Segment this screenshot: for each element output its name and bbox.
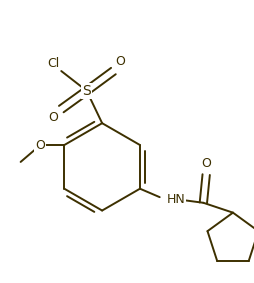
Text: Cl: Cl bbox=[47, 57, 60, 70]
Text: O: O bbox=[114, 55, 124, 68]
Text: O: O bbox=[49, 110, 58, 123]
Text: methoxy: methoxy bbox=[13, 163, 19, 165]
Text: O: O bbox=[35, 138, 45, 151]
Text: O: O bbox=[200, 157, 210, 170]
Text: S: S bbox=[82, 84, 91, 98]
Text: HN: HN bbox=[166, 194, 185, 207]
